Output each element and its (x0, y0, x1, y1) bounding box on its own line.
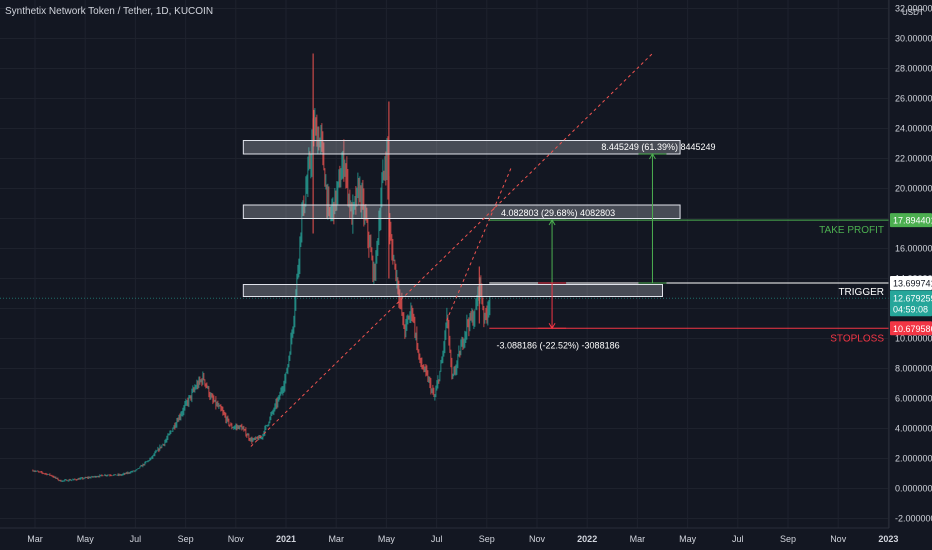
x-tick-label: May (679, 534, 697, 544)
y-tick-label: 16.000000 (895, 244, 932, 254)
upper-measure-label: 8.445249 (61.39%) 8445249 (601, 142, 715, 152)
middle-measure-label: 4.082803 (29.68%) 4082803 (501, 208, 615, 218)
countdown-value: 04:59:08 (893, 304, 928, 314)
x-tick-label: 2021 (276, 534, 296, 544)
x-tick-label: Sep (178, 534, 194, 544)
chart-title: Synthetix Network Token / Tether, 1D, KU… (5, 6, 213, 17)
y-axis[interactable]: -2.000000 0.000000 2.000000 4.000000 6.00000… (889, 0, 932, 550)
x-axis[interactable]: Mar May Jul Sep Nov 2021 Mar May Jul Sep Nov 2022 Ma… (0, 528, 898, 550)
take-profit-value: 17.894401 (893, 216, 932, 226)
x-tick-label: Mar (27, 534, 43, 544)
trigger-label: TRIGGER (838, 287, 884, 298)
y-tick-label: 26.000000 (895, 94, 932, 104)
x-tick-label: Jul (732, 534, 744, 544)
x-tick-label: Nov (228, 534, 245, 544)
x-tick-label: 2023 (878, 534, 898, 544)
take-profit-label: TAKE PROFIT (819, 225, 884, 236)
stoploss-value: 10.679586 (893, 324, 932, 334)
x-tick-label: May (77, 534, 95, 544)
y-tick-label: 28.000000 (895, 64, 932, 74)
trigger-value: 13.699741 (893, 279, 932, 289)
x-tick-label: Mar (630, 534, 646, 544)
x-tick-label: Nov (529, 534, 546, 544)
y-tick-label: 30.000000 (895, 34, 932, 44)
y-tick-label: 20.000000 (895, 184, 932, 194)
y-tick-label: 6.000000 (895, 394, 932, 404)
x-tick-label: Nov (830, 534, 847, 544)
x-tick-label: Mar (328, 534, 344, 544)
x-tick-label: Jul (130, 534, 142, 544)
y-tick-label: 4.000000 (895, 424, 932, 434)
y-tick-label: 8.000000 (895, 364, 932, 374)
current-price-value: 12.679259 (893, 293, 932, 303)
x-tick-label: Sep (479, 534, 495, 544)
x-tick-label: 2022 (577, 534, 597, 544)
y-tick-label: 0.000000 (895, 484, 932, 494)
currency-label: USDT (902, 8, 924, 17)
x-tick-label: Jul (431, 534, 443, 544)
x-tick-label: Sep (780, 534, 796, 544)
stoploss-label: STOPLOSS (830, 333, 884, 344)
lower-measure-label: -3.088186 (-22.52%) -3088186 (497, 340, 620, 350)
y-tick-label: 24.000000 (895, 124, 932, 134)
y-tick-label: -2.000000 (895, 514, 932, 524)
trigger-zone[interactable] (243, 285, 662, 297)
y-tick-label: 2.000000 (895, 454, 932, 464)
y-tick-label: 22.000000 (895, 154, 932, 164)
x-tick-label: May (378, 534, 396, 544)
